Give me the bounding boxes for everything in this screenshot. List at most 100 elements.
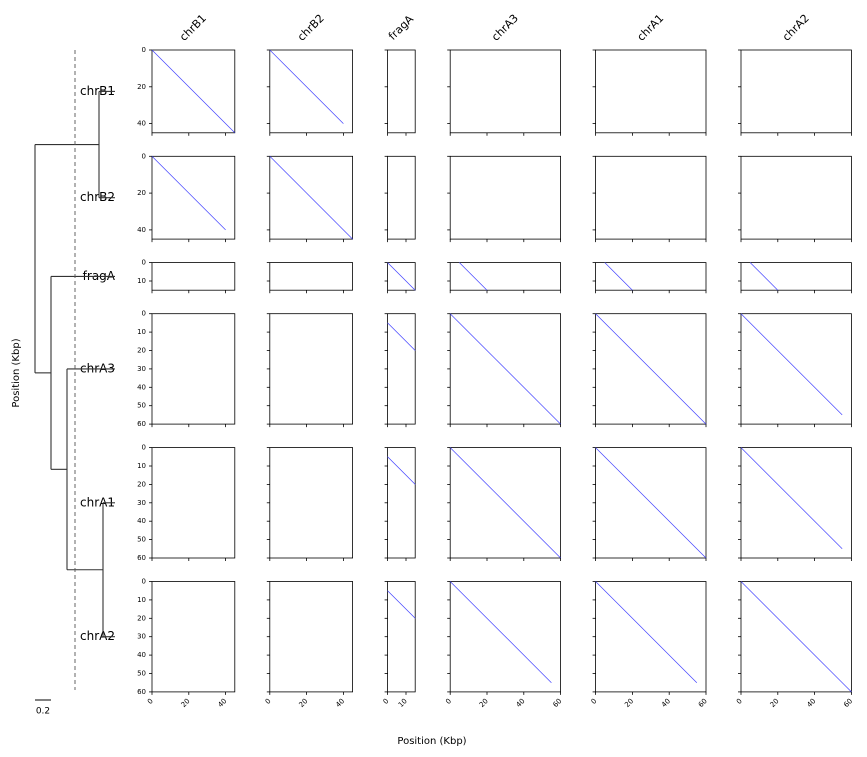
y-tick-label: 0	[142, 444, 146, 452]
alignment	[269, 156, 353, 240]
alignment	[740, 581, 852, 693]
x-tick-label: 0	[382, 697, 391, 706]
panel-frame	[151, 447, 236, 559]
alignment	[387, 590, 416, 619]
panel-frame	[151, 313, 236, 425]
y-tick-label: 10	[137, 328, 146, 336]
y-tick-label: 60	[137, 688, 146, 696]
panel-frame	[449, 262, 562, 291]
y-tick-label: 0	[142, 259, 146, 267]
panel-frame	[387, 262, 416, 291]
alignment	[387, 322, 416, 351]
panel-frame	[269, 581, 353, 693]
y-axis-label: Position (Kbp)	[11, 338, 22, 407]
alignment	[449, 313, 561, 425]
panel-frame	[740, 49, 852, 134]
y-tick-label: 10	[137, 462, 146, 470]
y-tick-label: 30	[137, 499, 146, 507]
y-tick-label: 50	[137, 536, 146, 544]
alignment	[387, 262, 416, 291]
panel-frame	[387, 313, 416, 425]
y-tick-label: 20	[137, 614, 146, 622]
panel-frame	[387, 447, 416, 559]
y-tick-label: 20	[137, 83, 146, 91]
y-tick-label: 30	[137, 633, 146, 641]
column-label: chrB2	[295, 12, 327, 44]
x-axis-label: Position (Kbp)	[397, 736, 466, 747]
y-tick-label: 10	[137, 596, 146, 604]
panel-frame	[151, 155, 236, 240]
alignment	[449, 447, 561, 559]
panel-frame	[449, 49, 562, 134]
y-tick-label: 40	[137, 383, 146, 391]
alignment	[459, 262, 488, 291]
panel-frame	[269, 447, 353, 559]
x-tick-label: 60	[551, 697, 563, 709]
alignment	[595, 581, 698, 683]
alignment	[151, 49, 236, 134]
y-tick-label: 50	[137, 670, 146, 678]
x-tick-label: 20	[623, 697, 635, 709]
panel-frame	[151, 49, 236, 134]
alignment	[387, 456, 416, 485]
scale-bar-label: 0.2	[36, 707, 50, 717]
x-tick-label: 0	[146, 697, 155, 706]
leaf-label: chrA1	[80, 495, 115, 509]
panel-frame	[151, 581, 236, 693]
x-tick-label: 0	[590, 697, 599, 706]
y-tick-label: 40	[137, 120, 146, 128]
alignment	[151, 156, 226, 231]
alignment	[449, 581, 552, 683]
panel-frame	[269, 313, 353, 425]
y-tick-label: 10	[137, 277, 146, 285]
x-tick-label: 0	[735, 697, 744, 706]
y-tick-label: 20	[137, 480, 146, 488]
panel-frame	[387, 155, 416, 240]
y-tick-label: 0	[142, 310, 146, 318]
panel-frame	[595, 155, 707, 240]
panel-frame	[151, 262, 236, 291]
x-tick-label: 20	[478, 697, 490, 709]
alignment	[740, 447, 843, 550]
panel-frame	[387, 581, 416, 693]
alignment	[604, 262, 633, 291]
y-tick-label: 0	[142, 46, 146, 54]
x-tick-label: 60	[842, 697, 854, 709]
leaf-label: chrB1	[80, 84, 115, 98]
x-tick-label: 20	[769, 697, 781, 709]
panel-frame	[740, 262, 852, 291]
y-tick-label: 40	[137, 651, 146, 659]
panel-frame	[269, 155, 353, 240]
y-tick-label: 50	[137, 402, 146, 410]
x-tick-label: 40	[334, 697, 346, 709]
x-tick-label: 20	[297, 697, 309, 709]
x-tick-label: 40	[660, 697, 672, 709]
x-tick-label: 20	[180, 697, 192, 709]
column-label: chrA2	[780, 12, 812, 44]
x-tick-label: 0	[264, 697, 273, 706]
y-tick-label: 60	[137, 420, 146, 428]
x-tick-label: 0	[444, 697, 453, 706]
y-tick-label: 60	[137, 554, 146, 562]
leaf-label: chrA2	[80, 629, 115, 643]
y-tick-label: 40	[137, 517, 146, 525]
y-tick-label: 20	[137, 347, 146, 355]
x-tick-label: 10	[397, 697, 409, 709]
column-label: chrA1	[635, 12, 667, 44]
alignment	[269, 49, 344, 124]
y-tick-label: 40	[137, 226, 146, 234]
column-label: fragA	[386, 12, 416, 42]
y-tick-label: 0	[142, 578, 146, 586]
panel-frame	[387, 49, 416, 134]
column-label: chrA3	[489, 12, 521, 44]
alignment	[740, 313, 843, 416]
panel-frame	[269, 262, 353, 291]
x-tick-label: 40	[515, 697, 527, 709]
panel-frame	[269, 49, 353, 134]
alignment	[595, 313, 707, 425]
leaf-label: chrB2	[80, 190, 115, 204]
y-tick-label: 0	[142, 152, 146, 160]
x-tick-label: 60	[697, 697, 709, 709]
panel-frame	[595, 49, 707, 134]
